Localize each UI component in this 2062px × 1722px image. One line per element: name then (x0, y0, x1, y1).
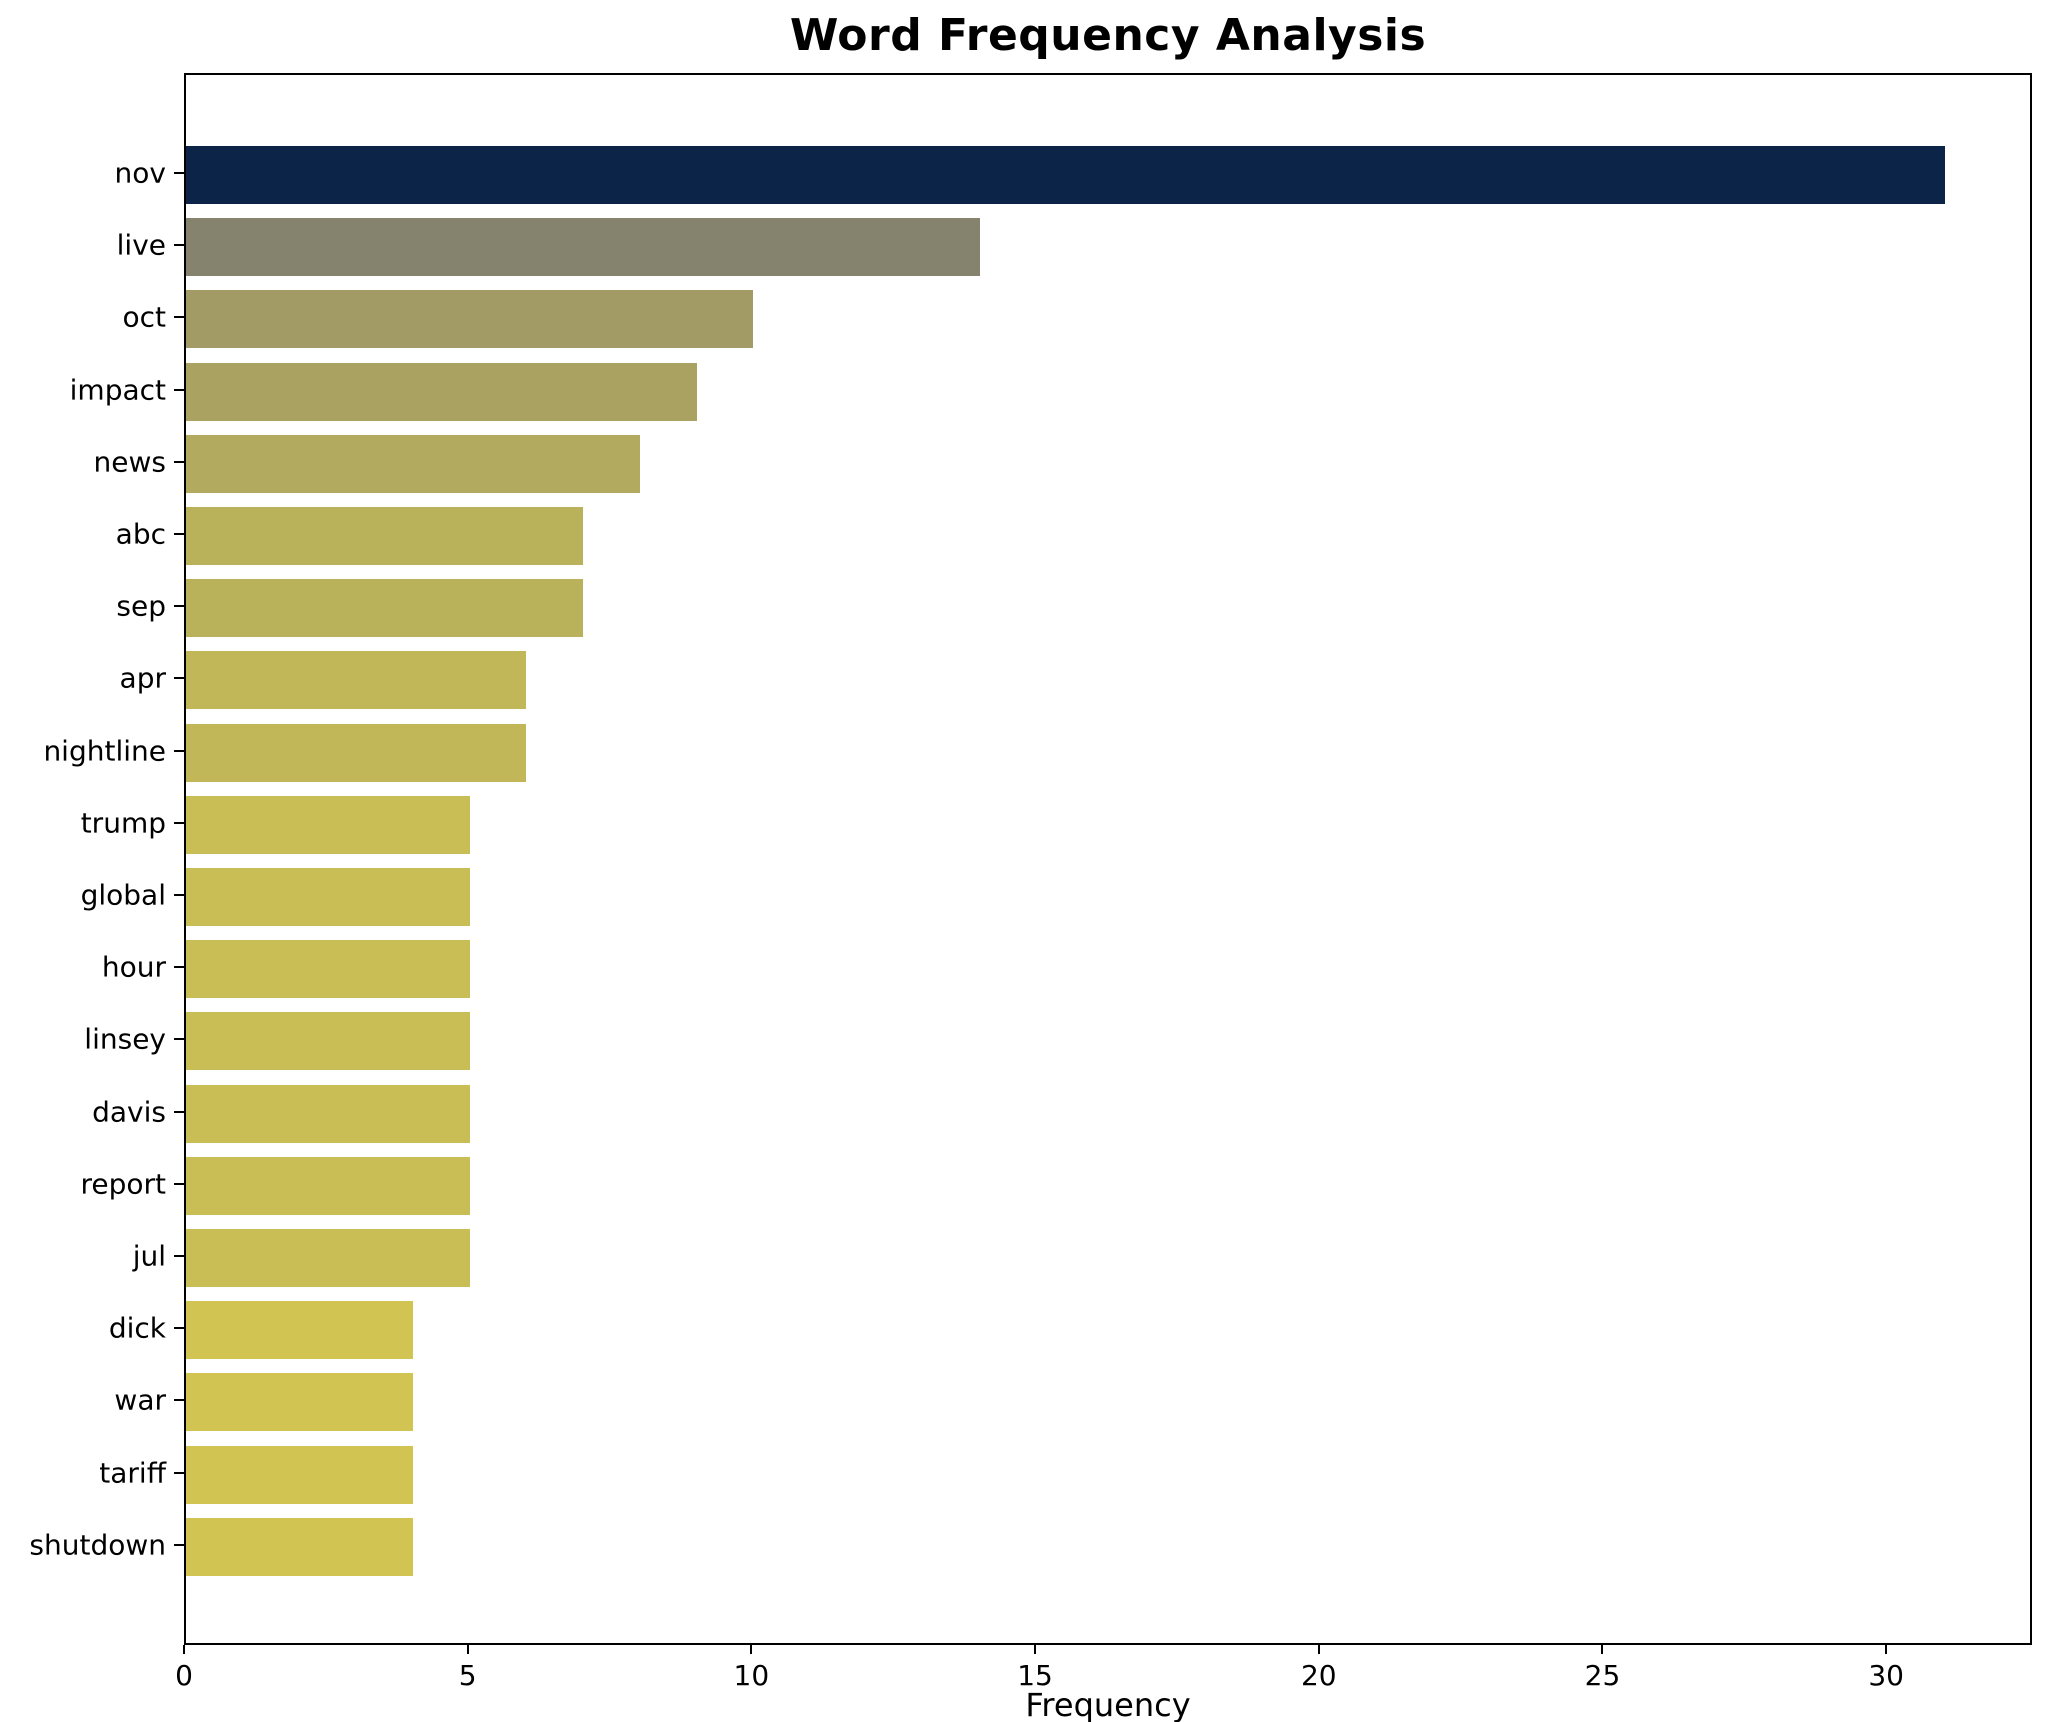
ytick-label-jul: jul (132, 1239, 166, 1273)
bar-impact (186, 362, 697, 421)
ytick-label-dick: dick (108, 1311, 166, 1345)
xtick-label-25: 25 (1584, 1659, 1621, 1692)
bar-tariff (186, 1445, 413, 1504)
ytick-mark-davis (174, 1110, 184, 1113)
ytick-label-impact: impact (69, 373, 166, 407)
xtick-mark-5 (466, 1645, 469, 1654)
xtick-label-10: 10 (733, 1659, 770, 1692)
ytick-label-hour: hour (101, 950, 166, 984)
ytick-mark-oct (174, 316, 184, 319)
bar-global (186, 868, 470, 926)
xtick-mark-20 (1317, 1645, 1320, 1654)
bar-trump (186, 795, 470, 854)
ytick-mark-abc (174, 533, 184, 535)
bar-hour (186, 940, 470, 999)
xtick-label-5: 5 (458, 1659, 477, 1692)
bar-linsey (186, 1012, 470, 1071)
bar-dick (186, 1301, 413, 1360)
bar-live (186, 218, 981, 277)
xtick-mark-25 (1601, 1645, 1604, 1654)
ytick-mark-sep (174, 605, 184, 608)
ytick-mark-nightline (174, 749, 184, 752)
plot-area (184, 73, 2032, 1645)
bar-sep (186, 579, 584, 638)
bar-abc (186, 507, 584, 565)
bar-davis (186, 1084, 470, 1143)
xtick-mark-15 (1034, 1645, 1037, 1654)
ytick-label-trump: trump (80, 806, 166, 840)
ytick-mark-news (174, 460, 184, 463)
bar-apr (186, 651, 527, 710)
ytick-label-tariff: tariff (99, 1456, 166, 1490)
xtick-label-20: 20 (1300, 1659, 1337, 1692)
x-axis-label: Frequency (1025, 1686, 1191, 1722)
xtick-label-15: 15 (1017, 1659, 1053, 1692)
bar-war (186, 1373, 413, 1432)
ytick-label-linsey: linsey (84, 1022, 166, 1056)
bar-nov (186, 146, 1945, 204)
ytick-label-nov: nov (114, 156, 166, 190)
ytick-mark-hour (174, 966, 184, 969)
ytick-mark-linsey (174, 1038, 184, 1041)
bar-jul (186, 1229, 470, 1287)
ytick-mark-war (174, 1399, 184, 1402)
ytick-mark-tariff (174, 1471, 184, 1474)
ytick-mark-live (174, 244, 184, 247)
bar-report (186, 1156, 470, 1215)
ytick-label-davis: davis (92, 1095, 166, 1129)
xtick-mark-0 (183, 1645, 185, 1654)
ytick-mark-report (174, 1182, 184, 1185)
ytick-label-sep: sep (116, 589, 166, 623)
bar-shutdown (186, 1517, 413, 1576)
chart-title: Word Frequency Analysis (789, 10, 1427, 61)
ytick-mark-shutdown (174, 1543, 184, 1546)
ytick-label-report: report (80, 1167, 166, 1201)
ytick-mark-impact (174, 388, 184, 391)
ytick-mark-trump (174, 821, 184, 824)
ytick-label-shutdown: shutdown (29, 1528, 166, 1562)
xtick-label-30: 30 (1868, 1659, 1904, 1692)
ytick-label-global: global (80, 878, 166, 912)
xtick-label-0: 0 (175, 1659, 193, 1692)
ytick-mark-dick (174, 1327, 184, 1330)
bar-oct (186, 290, 754, 349)
ytick-label-news: news (93, 445, 166, 479)
ytick-mark-jul (174, 1255, 184, 1257)
ytick-label-live: live (116, 228, 166, 262)
xtick-mark-30 (1885, 1645, 1888, 1654)
ytick-mark-global (174, 894, 184, 896)
ytick-mark-nov (174, 172, 184, 174)
ytick-label-nightline: nightline (43, 734, 166, 768)
bar-news (186, 434, 640, 493)
bar-nightline (186, 723, 527, 782)
ytick-label-apr: apr (119, 661, 166, 695)
xtick-mark-10 (750, 1645, 753, 1654)
ytick-mark-apr (174, 677, 184, 680)
ytick-label-oct: oct (122, 300, 166, 334)
ytick-label-abc: abc (115, 517, 166, 551)
ytick-label-war: war (114, 1383, 166, 1417)
